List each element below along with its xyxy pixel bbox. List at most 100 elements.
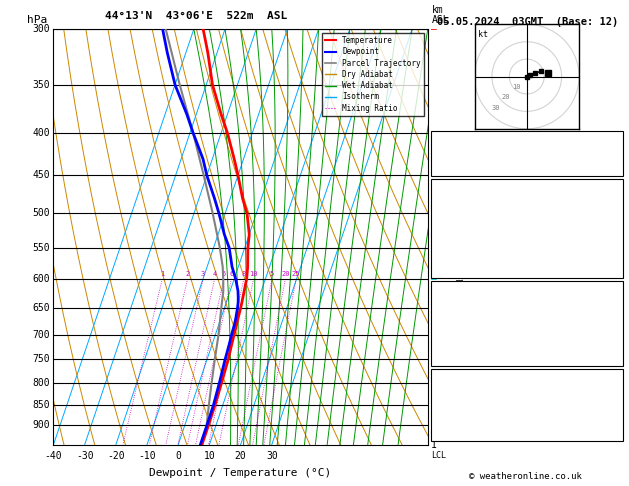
Text: —: — <box>431 420 437 430</box>
Text: 23: 23 <box>609 136 620 144</box>
Text: km
ASL: km ASL <box>431 5 449 25</box>
Text: 44°13'N  43°06'E  522m  ASL: 44°13'N 43°06'E 522m ASL <box>104 11 287 21</box>
Text: 1.71: 1.71 <box>598 163 620 172</box>
Text: θᴄ(K): θᴄ(K) <box>434 224 461 233</box>
Text: kt: kt <box>478 30 488 38</box>
Text: 20: 20 <box>501 94 510 101</box>
Text: CIN (J): CIN (J) <box>434 265 472 274</box>
Text: 400: 400 <box>32 128 50 138</box>
Text: 3: 3 <box>201 271 205 277</box>
Text: 6: 6 <box>230 271 233 277</box>
Text: 600: 600 <box>32 274 50 284</box>
Text: Lifted Index: Lifted Index <box>434 238 499 246</box>
Text: 308: 308 <box>603 312 620 321</box>
Text: EH: EH <box>434 387 445 396</box>
Legend: Temperature, Dewpoint, Parcel Trajectory, Dry Adiabat, Wet Adiabat, Isotherm, Mi: Temperature, Dewpoint, Parcel Trajectory… <box>321 33 424 116</box>
Text: 500: 500 <box>32 208 50 218</box>
Text: -20: -20 <box>107 451 125 461</box>
Text: 25: 25 <box>292 271 301 277</box>
Text: 650: 650 <box>32 303 50 313</box>
Text: 900: 900 <box>32 420 50 430</box>
Text: 30: 30 <box>491 105 499 111</box>
Text: Totals Totals: Totals Totals <box>434 149 504 158</box>
Text: 650: 650 <box>603 299 620 308</box>
Text: 700: 700 <box>32 330 50 340</box>
Text: 0: 0 <box>614 265 620 274</box>
Text: 1: 1 <box>431 440 437 450</box>
Text: 350: 350 <box>32 80 50 90</box>
Text: 750: 750 <box>32 354 50 364</box>
Text: 10: 10 <box>512 84 521 90</box>
Text: 6: 6 <box>431 246 437 257</box>
Text: 43: 43 <box>609 149 620 158</box>
Text: 8: 8 <box>431 135 437 145</box>
Text: K: K <box>434 136 440 144</box>
Text: Temp (°C): Temp (°C) <box>434 197 482 206</box>
Text: 5: 5 <box>270 271 274 277</box>
Text: 2: 2 <box>431 412 437 422</box>
Text: Hodograph: Hodograph <box>503 374 551 382</box>
Text: -40: -40 <box>45 451 62 461</box>
Text: 8: 8 <box>242 271 246 277</box>
Text: 5: 5 <box>221 271 226 277</box>
Text: 2: 2 <box>186 271 190 277</box>
Text: PW (cm): PW (cm) <box>434 163 472 172</box>
Text: 550: 550 <box>32 243 50 253</box>
Text: Dewp (°C): Dewp (°C) <box>434 210 482 219</box>
Text: 0: 0 <box>614 340 620 348</box>
Text: © weatheronline.co.uk: © weatheronline.co.uk <box>469 472 582 481</box>
Text: —: — <box>431 399 437 410</box>
Text: 300: 300 <box>32 24 50 34</box>
Text: hPa: hPa <box>27 15 48 25</box>
Text: 4: 4 <box>431 336 437 346</box>
Text: 20: 20 <box>235 451 247 461</box>
Text: 7.6: 7.6 <box>603 197 620 206</box>
Text: 7.1: 7.1 <box>603 210 620 219</box>
Text: 450: 450 <box>32 170 50 180</box>
Text: CAPE (J): CAPE (J) <box>434 251 477 260</box>
Text: 800: 800 <box>32 378 50 388</box>
Text: θᴄ (K): θᴄ (K) <box>434 312 466 321</box>
Text: 4: 4 <box>213 271 217 277</box>
Text: Surface: Surface <box>508 183 545 192</box>
Text: -30: -30 <box>76 451 94 461</box>
Text: —: — <box>431 24 437 34</box>
Text: Dewpoint / Temperature (°C): Dewpoint / Temperature (°C) <box>150 468 331 478</box>
Text: 303: 303 <box>603 224 620 233</box>
Text: SREH: SREH <box>434 401 455 410</box>
Text: 270°: 270° <box>598 415 620 423</box>
Text: 5: 5 <box>431 294 437 303</box>
Text: 05.05.2024  03GMT  (Base: 12): 05.05.2024 03GMT (Base: 12) <box>437 17 618 27</box>
Text: 3: 3 <box>431 376 437 385</box>
Text: —: — <box>431 378 437 388</box>
Text: 9: 9 <box>614 428 620 437</box>
Text: 10: 10 <box>204 451 215 461</box>
Text: —: — <box>431 274 437 284</box>
Text: 7: 7 <box>431 194 437 204</box>
Text: CIN (J): CIN (J) <box>434 353 472 362</box>
Text: Pressure (mb): Pressure (mb) <box>434 299 504 308</box>
Text: 30: 30 <box>266 451 277 461</box>
Text: 20: 20 <box>281 271 290 277</box>
Text: 4: 4 <box>614 326 620 335</box>
Text: LCL: LCL <box>431 451 446 460</box>
Text: —: — <box>431 128 437 138</box>
Text: Lifted Index: Lifted Index <box>434 326 499 335</box>
Text: 0: 0 <box>614 353 620 362</box>
Text: -10: -10 <box>138 451 156 461</box>
Text: 850: 850 <box>32 399 50 410</box>
Text: —: — <box>431 330 437 340</box>
Text: 8: 8 <box>614 238 620 246</box>
Text: 60: 60 <box>609 387 620 396</box>
Text: StmSpd (kt): StmSpd (kt) <box>434 428 493 437</box>
Text: StmDir: StmDir <box>434 415 466 423</box>
Text: Most Unstable: Most Unstable <box>492 285 562 294</box>
Text: 10: 10 <box>249 271 258 277</box>
Text: Mixing Ratio (g/kg): Mixing Ratio (g/kg) <box>457 190 466 284</box>
Text: 1: 1 <box>160 271 164 277</box>
Text: CAPE (J): CAPE (J) <box>434 340 477 348</box>
Text: 0: 0 <box>175 451 181 461</box>
Text: 79: 79 <box>609 401 620 410</box>
Text: —: — <box>431 208 437 218</box>
Text: 3: 3 <box>614 251 620 260</box>
